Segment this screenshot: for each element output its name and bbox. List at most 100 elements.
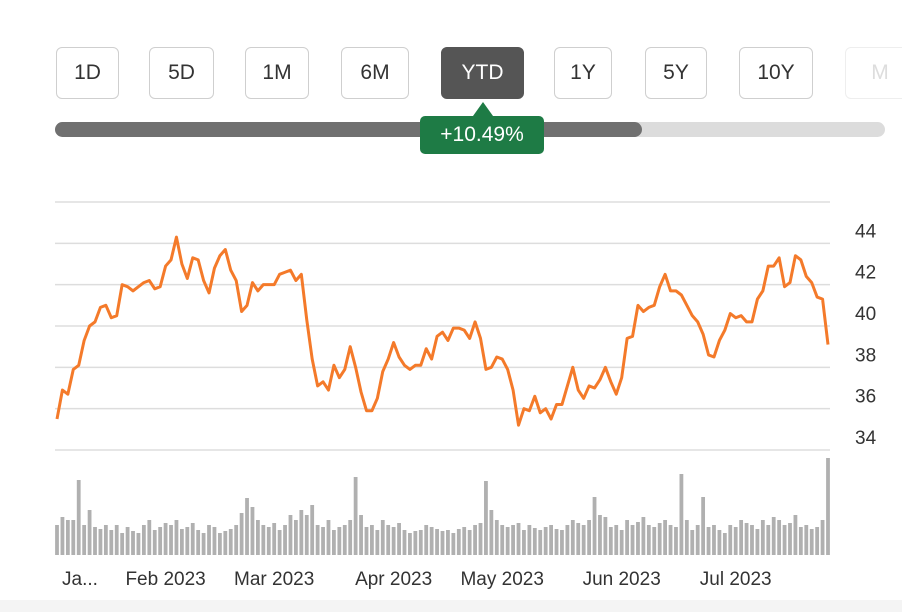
volume-bar	[543, 527, 548, 555]
volume-bar	[581, 525, 586, 555]
volume-bar	[299, 510, 304, 555]
x-tick-label: May 2023	[460, 569, 543, 590]
x-tick-label: Apr 2023	[355, 569, 432, 590]
range-button[interactable]: 1Y	[554, 47, 612, 99]
volume-bar	[527, 525, 532, 555]
volume-bar	[239, 513, 244, 555]
volume-bar	[587, 520, 591, 555]
range-button[interactable]: 10Y	[739, 47, 813, 99]
volume-bar	[467, 530, 472, 555]
y-tick-label: 36	[855, 387, 876, 408]
volume-bar	[798, 527, 803, 555]
volume-bar	[435, 529, 439, 555]
volume-bar	[489, 510, 494, 555]
volume-bar	[141, 525, 146, 555]
x-tick-label: Jun 2023	[583, 569, 661, 590]
volume-bar	[277, 530, 282, 555]
volume-bar	[750, 525, 754, 555]
volume-bar	[646, 525, 651, 555]
volume-bar	[820, 520, 825, 555]
volume-bar	[560, 530, 564, 555]
volume-bar	[304, 515, 309, 555]
volume-bar	[788, 523, 792, 555]
volume-bar	[169, 525, 173, 555]
volume-bar	[462, 527, 467, 555]
volume-bar	[695, 525, 700, 555]
volume-bar	[109, 530, 114, 555]
volume-bar	[429, 527, 434, 555]
volume-bar	[386, 525, 391, 555]
range-button[interactable]: 5Y	[645, 47, 707, 99]
volume-bar	[131, 531, 135, 555]
volume-bar	[353, 477, 358, 555]
volume-bar	[793, 515, 798, 555]
volume-bar	[674, 527, 678, 555]
volume-bar	[777, 520, 782, 555]
range-button[interactable]: 6M	[341, 47, 409, 99]
volume-bar	[114, 525, 119, 555]
volume-bar	[152, 530, 157, 555]
volume-bar	[826, 458, 830, 555]
volume-bar	[87, 510, 92, 555]
x-tick-label: Mar 2023	[234, 569, 314, 590]
volume-bar	[255, 520, 260, 555]
volume-bar	[190, 523, 195, 555]
volume-bar	[712, 525, 716, 555]
volume-bar	[652, 527, 657, 555]
price-line	[55, 235, 830, 427]
volume-bar	[402, 530, 407, 555]
volume-bar	[93, 527, 97, 555]
volume-bar	[174, 520, 179, 555]
volume-bar	[337, 527, 342, 555]
x-tick-label: Ja...	[62, 569, 98, 590]
volume-bar	[766, 525, 771, 555]
volume-bar	[619, 530, 624, 555]
volume-bar	[722, 533, 727, 555]
volume-bar	[760, 520, 765, 555]
volume-bar	[565, 525, 570, 555]
volume-bar	[446, 530, 450, 555]
volume-bar	[522, 530, 526, 555]
range-button[interactable]: 5D	[149, 47, 214, 99]
volume-bar	[163, 523, 168, 555]
volume-bar	[234, 525, 239, 555]
volume-bar	[228, 529, 233, 555]
volume-bar	[592, 497, 597, 555]
volume-bar	[663, 520, 668, 555]
volume-bar	[733, 527, 738, 555]
volume-bar	[684, 520, 689, 555]
volume-bar	[207, 525, 211, 555]
volume-bar	[538, 530, 543, 555]
volume-bar	[641, 517, 646, 555]
y-tick-label: 44	[855, 221, 877, 242]
volume-bar	[348, 520, 353, 555]
volume-bar	[60, 517, 65, 555]
volume-bar	[511, 525, 515, 555]
volume-bar	[65, 520, 70, 555]
volume-bar	[549, 525, 553, 555]
volume-bar	[636, 522, 640, 555]
range-button[interactable]: 1D	[56, 47, 119, 99]
volume-bar	[717, 530, 722, 555]
volume-bar	[250, 507, 255, 555]
volume-bar	[657, 523, 662, 555]
volume-bar	[598, 515, 602, 555]
volume-bar	[728, 525, 733, 555]
x-tick-label: Feb 2023	[125, 569, 205, 590]
badge-pointer	[473, 102, 493, 116]
volume-bar	[76, 480, 81, 555]
range-button[interactable]: 1M	[245, 47, 309, 99]
volume-bar	[310, 505, 315, 555]
volume-bar	[554, 529, 559, 555]
volume-bar	[201, 533, 206, 555]
volume-bar	[809, 529, 814, 555]
volume-bar	[690, 530, 695, 555]
volume-bar	[484, 481, 488, 555]
volume-bar	[576, 523, 581, 555]
volume-bar	[120, 533, 125, 555]
volume-bar	[158, 527, 163, 555]
volume-bar	[223, 531, 228, 555]
range-button[interactable]: YTD	[441, 47, 524, 99]
range-button[interactable]: M	[845, 47, 902, 99]
volume-bar	[815, 527, 820, 555]
